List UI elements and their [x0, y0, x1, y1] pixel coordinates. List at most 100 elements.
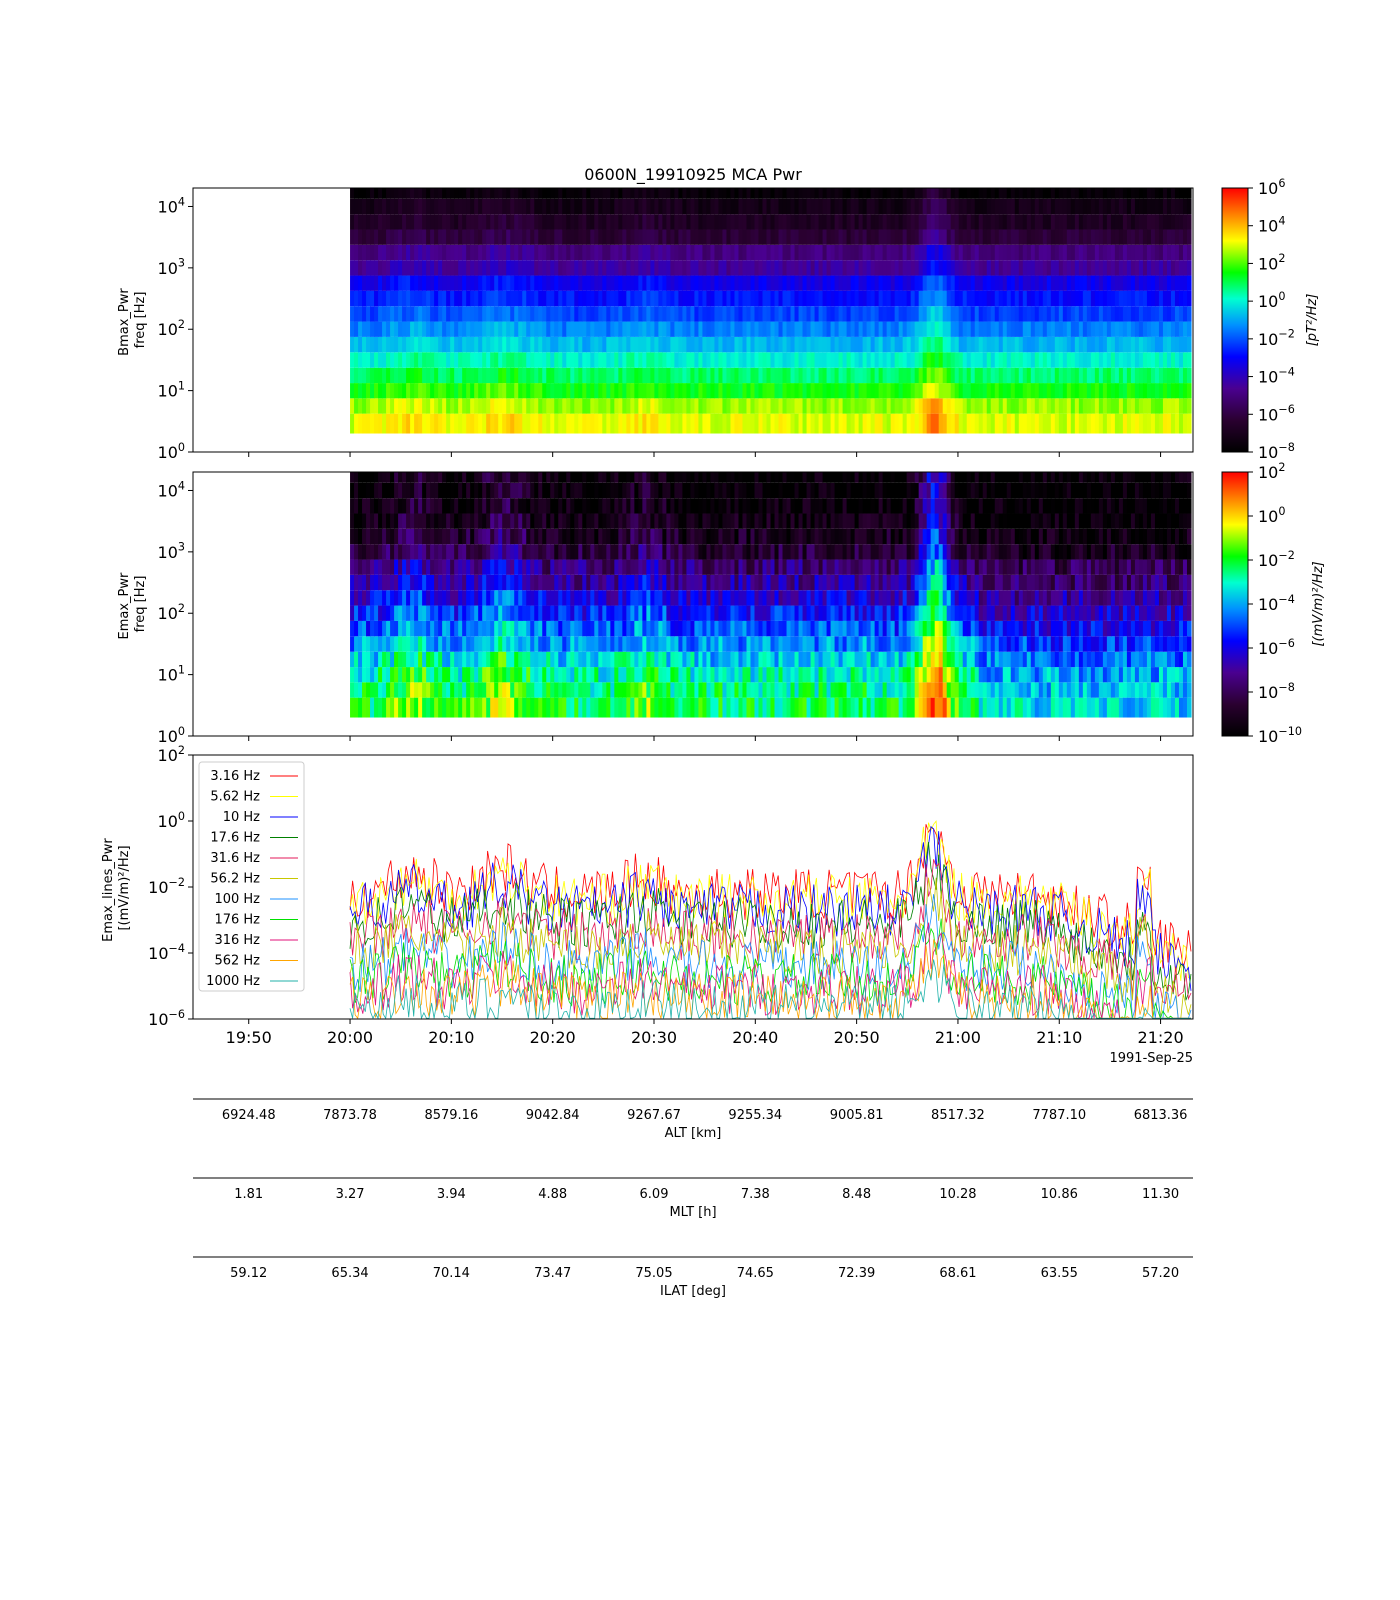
heatmap-cell — [634, 383, 639, 399]
heatmap-cell — [674, 651, 679, 668]
heatmap-cell — [1038, 229, 1044, 245]
heatmap-cell — [726, 667, 732, 683]
heatmap-cell — [434, 513, 439, 529]
heatmap-cell — [718, 260, 724, 276]
heatmap-cell — [586, 290, 591, 307]
heatmap-cell — [694, 398, 700, 414]
heatmap-cell — [738, 544, 744, 560]
heatmap-cell — [438, 544, 443, 560]
heatmap-cell — [426, 413, 431, 434]
heatmap-cell — [382, 667, 387, 683]
heatmap-cell — [490, 605, 495, 621]
heatmap-cell — [790, 413, 796, 434]
heatmap-cell — [390, 620, 395, 637]
heatmap-cell — [502, 544, 507, 560]
heatmap-cell — [926, 260, 932, 276]
heatmap-cell — [926, 352, 932, 368]
heatmap-cell — [570, 214, 575, 230]
heatmap-cell — [982, 229, 988, 245]
heatmap-cell — [706, 559, 712, 575]
heatmap-cell — [510, 244, 515, 261]
heatmap-cell — [378, 290, 383, 307]
heatmap-cell — [398, 352, 403, 368]
heatmap-cell — [630, 198, 635, 215]
heatmap-cell — [550, 260, 555, 276]
heatmap-cell — [690, 398, 696, 414]
heatmap-cell — [486, 383, 491, 399]
heatmap-cell — [698, 383, 704, 399]
heatmap-cell — [442, 559, 447, 575]
heatmap-cell — [754, 275, 760, 291]
heatmap-cell — [414, 620, 419, 637]
heatmap-cell — [1118, 260, 1124, 276]
heatmap-cell — [658, 472, 663, 483]
heatmap-cell — [814, 188, 820, 199]
heatmap-cell — [686, 472, 692, 483]
heatmap-cell — [670, 544, 675, 560]
heatmap-cell — [802, 383, 808, 399]
heatmap-cell — [466, 198, 471, 215]
heatmap-cell — [1142, 290, 1148, 307]
heatmap-cell — [442, 275, 447, 291]
heatmap-cell — [1174, 398, 1180, 414]
heatmap-cell — [530, 198, 535, 215]
heatmap-cell — [514, 574, 519, 591]
heatmap-cell — [990, 188, 996, 199]
heatmap-cell — [614, 667, 619, 683]
heatmap-cell — [422, 636, 427, 652]
heatmap-cell — [702, 482, 708, 499]
heatmap-cell — [550, 367, 555, 384]
heatmap-cell — [350, 336, 355, 353]
heatmap-cell — [1126, 188, 1132, 199]
heatmap-cell — [1078, 383, 1084, 399]
heatmap-cell — [918, 244, 924, 261]
heatmap-cell — [458, 383, 463, 399]
heatmap-cell — [662, 620, 667, 637]
heatmap-cell — [430, 498, 435, 514]
heatmap-cell — [658, 306, 663, 322]
heatmap-cell — [514, 229, 519, 245]
heatmap-cell — [1102, 336, 1108, 353]
heatmap-cell — [358, 544, 363, 560]
heatmap-cell — [1130, 321, 1136, 337]
heatmap-cell — [1042, 398, 1048, 414]
heatmap-cell — [550, 336, 555, 353]
heatmap-cell — [950, 260, 956, 276]
heatmap-cell — [390, 590, 395, 606]
heatmap-cell — [458, 482, 463, 499]
heatmap-cell — [982, 188, 988, 199]
heatmap-cell — [794, 352, 800, 368]
heatmap-cell — [422, 321, 427, 337]
heatmap-cell — [1018, 290, 1024, 307]
heatmap-cell — [538, 321, 543, 337]
heatmap-cell — [454, 651, 459, 668]
heatmap-cell — [642, 544, 647, 560]
heatmap-cell — [578, 513, 583, 529]
heatmap-cell — [1050, 321, 1056, 337]
heatmap-cell — [898, 260, 904, 276]
heatmap-cell — [454, 667, 459, 683]
heatmap-cell — [590, 636, 595, 652]
heatmap-cell — [718, 498, 724, 514]
heatmap-cell — [610, 188, 615, 199]
heatmap-cell — [1010, 260, 1016, 276]
heatmap-cell — [754, 188, 760, 199]
heatmap-cell — [514, 667, 519, 683]
heatmap-cell — [1014, 198, 1020, 215]
heatmap-cell — [366, 336, 371, 353]
heatmap-cell — [422, 352, 427, 368]
heatmap-cell — [458, 290, 463, 307]
heatmap-cell — [670, 605, 675, 621]
heatmap-cell — [542, 667, 547, 683]
heatmap-cell — [546, 336, 551, 353]
heatmap-cell — [466, 528, 471, 545]
heatmap-cell — [618, 306, 623, 322]
heatmap-cell — [682, 559, 688, 575]
heatmap-cell — [402, 260, 407, 276]
heatmap-cell — [474, 636, 479, 652]
heatmap-cell — [586, 528, 591, 545]
heatmap-cell — [414, 244, 419, 261]
heatmap-cell — [502, 513, 507, 529]
heatmap-cell — [1166, 229, 1172, 245]
heatmap-cell — [758, 336, 764, 353]
